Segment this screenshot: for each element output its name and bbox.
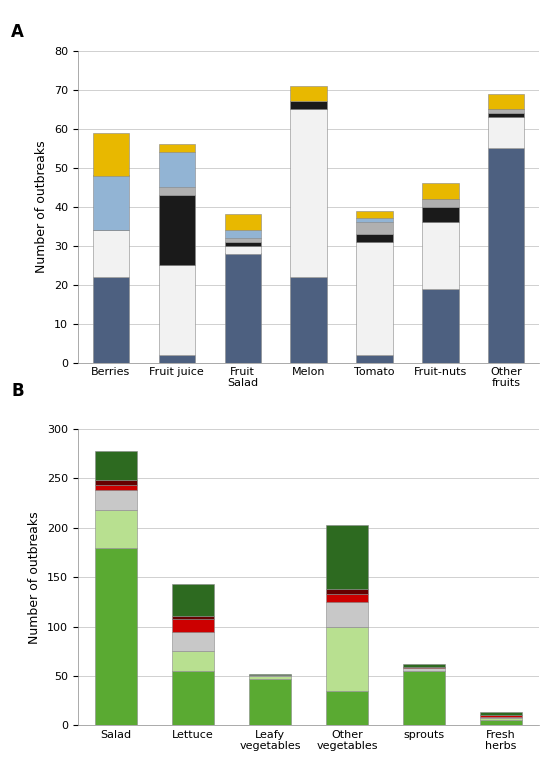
Bar: [93, 176, 129, 230]
Bar: [488, 113, 524, 117]
Bar: [423, 207, 459, 222]
Y-axis label: Number of outbreaks: Number of outbreaks: [36, 140, 48, 273]
Bar: [249, 675, 291, 676]
Bar: [172, 671, 215, 725]
Bar: [326, 589, 368, 594]
Bar: [356, 242, 393, 355]
Bar: [356, 218, 393, 222]
Bar: [158, 265, 195, 355]
Bar: [480, 711, 522, 714]
Bar: [290, 109, 327, 277]
Bar: [403, 671, 445, 725]
Bar: [93, 277, 129, 363]
Bar: [423, 183, 459, 199]
Bar: [95, 510, 137, 548]
Bar: [225, 238, 261, 242]
Bar: [290, 277, 327, 363]
Bar: [326, 602, 368, 626]
Bar: [488, 117, 524, 148]
Bar: [488, 109, 524, 113]
Bar: [488, 94, 524, 109]
Bar: [356, 211, 393, 218]
Bar: [249, 679, 291, 725]
Bar: [225, 242, 261, 246]
Bar: [93, 230, 129, 277]
Bar: [95, 451, 137, 480]
Bar: [423, 222, 459, 289]
Bar: [225, 215, 261, 230]
Bar: [95, 485, 137, 491]
Bar: [403, 667, 445, 668]
Bar: [225, 254, 261, 363]
Bar: [172, 619, 215, 632]
Bar: [158, 144, 195, 152]
Bar: [172, 651, 215, 671]
Bar: [249, 674, 291, 675]
Text: B: B: [11, 382, 24, 400]
Bar: [93, 133, 129, 176]
Bar: [290, 86, 327, 101]
Bar: [172, 632, 215, 651]
Bar: [480, 721, 522, 725]
Bar: [225, 246, 261, 254]
Bar: [172, 615, 215, 619]
Bar: [158, 187, 195, 195]
Bar: [225, 230, 261, 238]
Bar: [158, 152, 195, 187]
Bar: [158, 355, 195, 363]
Bar: [95, 480, 137, 485]
Bar: [423, 199, 459, 207]
Bar: [356, 234, 393, 242]
Text: A: A: [11, 23, 24, 41]
Bar: [326, 594, 368, 602]
Bar: [423, 289, 459, 363]
Bar: [480, 718, 522, 721]
Bar: [326, 525, 368, 589]
Bar: [249, 676, 291, 679]
Bar: [480, 714, 522, 718]
Bar: [290, 101, 327, 109]
Bar: [403, 664, 445, 667]
Bar: [172, 584, 215, 615]
Bar: [403, 668, 445, 671]
Bar: [326, 691, 368, 725]
Bar: [158, 195, 195, 265]
Bar: [95, 548, 137, 725]
Bar: [356, 355, 393, 363]
Bar: [326, 626, 368, 691]
Bar: [356, 222, 393, 234]
Y-axis label: Number of outbreaks: Number of outbreaks: [28, 511, 42, 644]
Legend: Norovirus, Salmonella, E. coli, Hepatitis A, Parasites, Other: Norovirus, Salmonella, E. coli, Hepatiti…: [79, 437, 494, 456]
Bar: [488, 148, 524, 363]
Bar: [95, 491, 137, 510]
